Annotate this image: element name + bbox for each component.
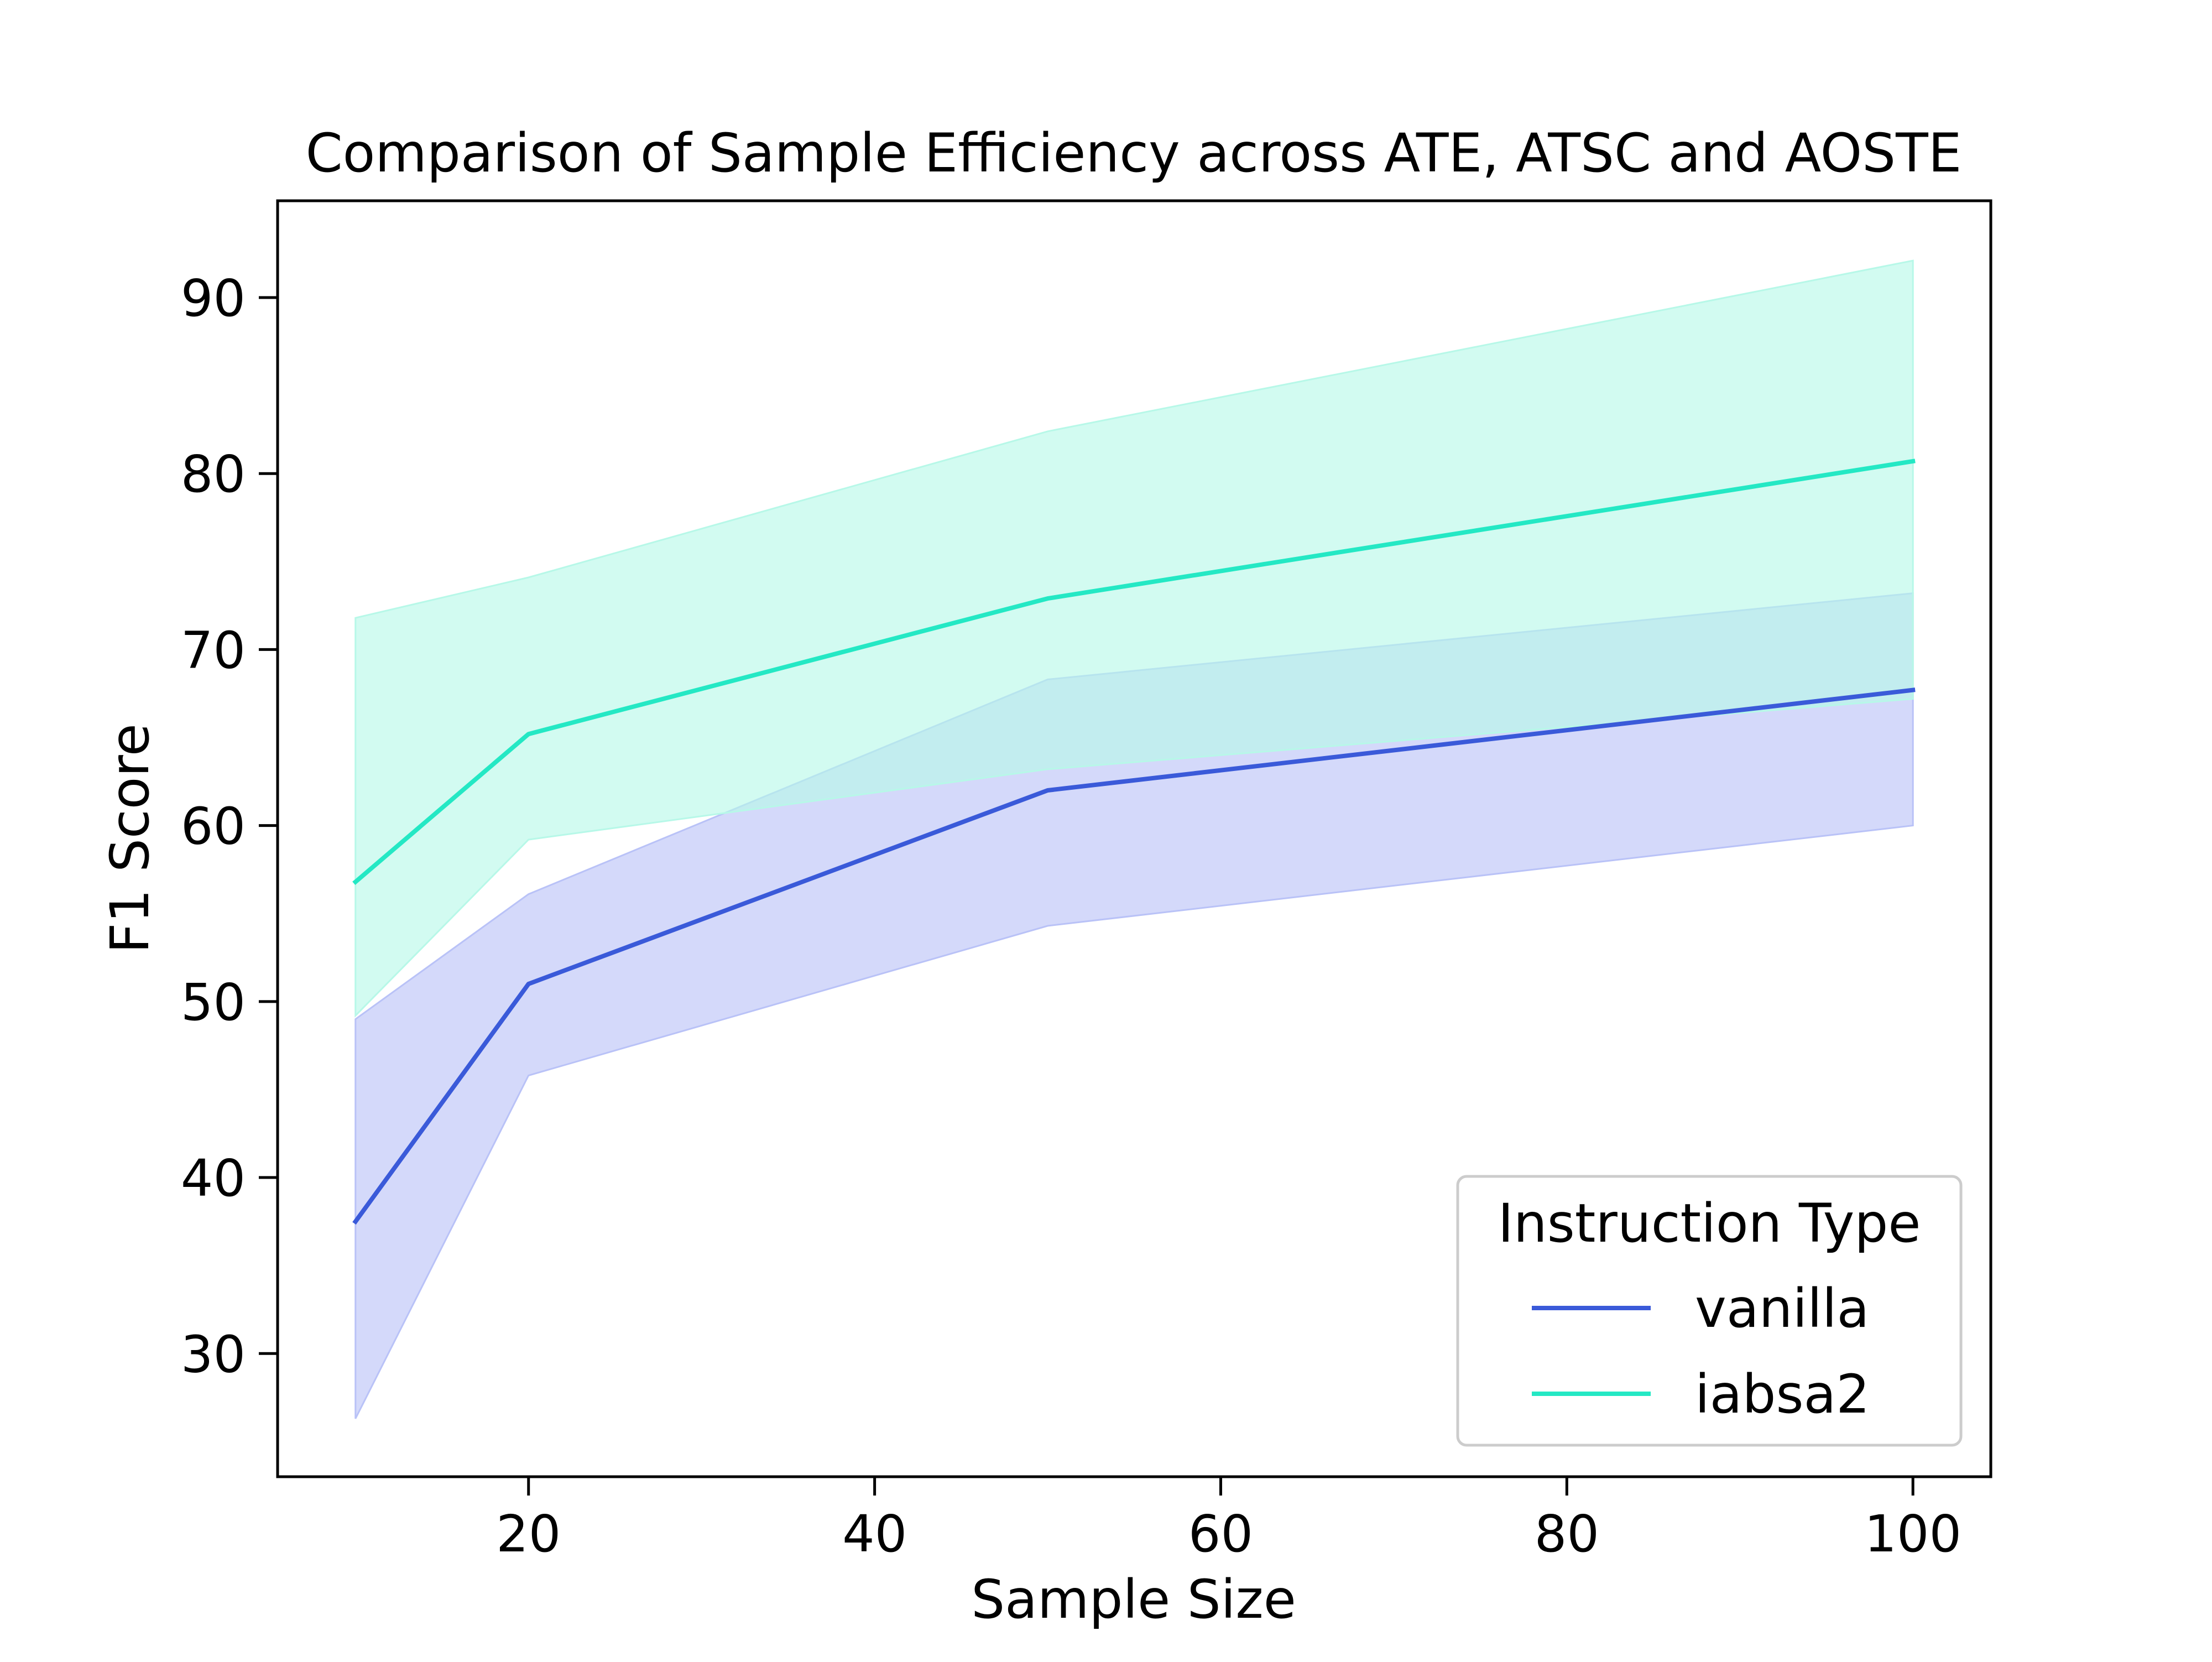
x-tick-label-20: 20 [496, 1504, 561, 1564]
y-tick-label-30: 30 [181, 1325, 246, 1384]
y-tick-label-80: 80 [181, 445, 246, 504]
y-tick-label-70: 70 [181, 621, 246, 680]
chart-title: Comparison of Sample Efficiency across A… [306, 122, 1962, 184]
x-tick-label-100: 100 [1864, 1504, 1961, 1564]
legend: Instruction Type vanilla iabsa2 [1458, 1176, 1961, 1445]
y-tick-label-50: 50 [181, 973, 246, 1032]
legend-label-vanilla: vanilla [1695, 1278, 1869, 1340]
x-axis-label: Sample Size [971, 1569, 1296, 1630]
legend-label-iabsa2: iabsa2 [1695, 1363, 1870, 1425]
y-tick-label-60: 60 [181, 797, 246, 856]
x-tick-label-60: 60 [1188, 1504, 1253, 1564]
legend-title: Instruction Type [1498, 1192, 1921, 1254]
y-tick-label-90: 90 [181, 269, 246, 328]
x-tick-label-40: 40 [842, 1504, 907, 1564]
y-tick-label-40: 40 [181, 1149, 246, 1208]
y-axis-label: F1 Score [99, 723, 161, 954]
x-tick-label-80: 80 [1535, 1504, 1599, 1564]
